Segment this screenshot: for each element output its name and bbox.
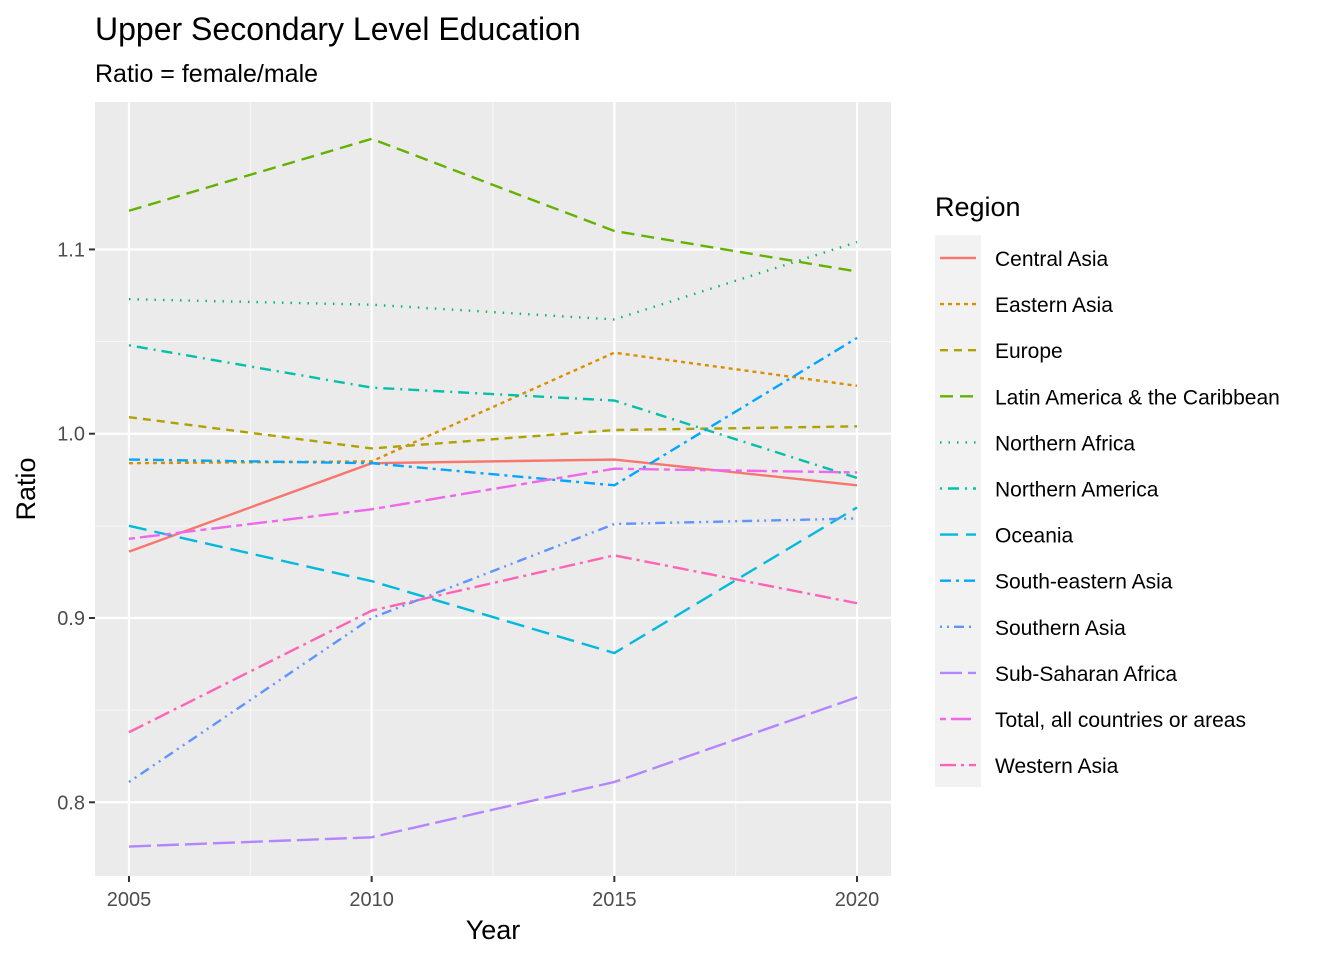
legend: Region Central Asia Eastern Asia Europe Lat… — [935, 192, 1280, 787]
legend-label-eastern-asia: Eastern Asia — [995, 294, 1113, 317]
legend-label-total-all-countries-or-areas: Total, all countries or areas — [995, 709, 1246, 732]
series-line-southern-asia — [128, 517, 858, 784]
legend-label-latin-america-the-caribbean: Latin America & the Caribbean — [995, 386, 1280, 409]
legend-label-south-eastern-asia: South-eastern Asia — [995, 571, 1173, 594]
y-axis-title: Ratio — [11, 457, 41, 520]
y-tick-label: 0.8 — [57, 792, 85, 814]
legend-label-western-asia: Western Asia — [995, 755, 1119, 778]
series-line-sub-saharan-africa — [128, 696, 858, 848]
legend-label-northern-africa: Northern Africa — [995, 432, 1135, 455]
y-tick-label: 1.1 — [57, 239, 85, 261]
series-line-oceania — [128, 506, 858, 655]
series-line-latin-america-the-caribbean — [128, 137, 858, 273]
chart-title: Upper Secondary Level Education — [95, 11, 581, 47]
legend-label-northern-america: Northern America — [995, 479, 1159, 502]
legend-key-background — [935, 235, 981, 787]
series-line-northern-africa — [128, 240, 858, 321]
series-line-northern-america — [128, 344, 858, 480]
legend-label-europe: Europe — [995, 340, 1063, 363]
legend-label-central-asia: Central Asia — [995, 248, 1109, 271]
x-tick-label: 2015 — [592, 889, 637, 911]
series-line-western-asia — [128, 554, 858, 734]
series-line-europe — [128, 415, 858, 450]
x-axis-title: Year — [466, 915, 521, 945]
legend-label-oceania: Oceania — [995, 525, 1074, 548]
legend-title: Region — [935, 192, 1021, 222]
y-tick-label: 0.9 — [57, 608, 85, 630]
series-lines — [128, 137, 858, 848]
chart-subtitle: Ratio = female/male — [95, 60, 318, 88]
series-line-central-asia — [128, 458, 858, 553]
x-tick-label: 2010 — [349, 889, 394, 911]
legend-label-southern-asia: Southern Asia — [995, 617, 1126, 640]
series-line-south-eastern-asia — [128, 336, 858, 487]
series-line-total-all-countries-or-areas — [128, 467, 858, 540]
y-tick-label: 1.0 — [57, 424, 85, 446]
axis-ticks: 0.8 0.9 1.0 1.1 2005 2010 2015 2020 — [57, 239, 879, 911]
legend-label-sub-saharan-africa: Sub-Saharan Africa — [995, 663, 1177, 686]
major-gridlines — [95, 102, 891, 876]
x-tick-label: 2020 — [835, 889, 880, 911]
x-tick-label: 2005 — [107, 889, 152, 911]
